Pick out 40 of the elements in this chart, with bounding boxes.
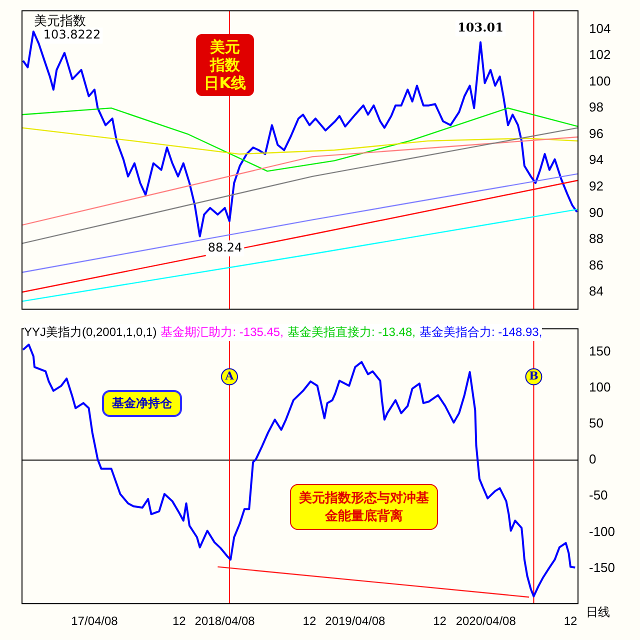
x-tick-label: 2019/04/08 [325,614,386,628]
annotation: 美元指数日K线 [196,34,254,96]
y-tick-label: 94 [589,152,604,168]
x-tick-label: 17/04/08 [71,614,118,628]
text: 日线 [586,604,610,621]
y-tick-label: -100 [589,524,616,539]
x-tick-label: 12 [564,614,578,628]
ref-line-label: B [529,370,538,383]
y-tick-label: 150 [589,343,611,358]
annotation: 基金期汇助力: -135.45, [160,324,284,341]
y-tick-label: 90 [589,204,604,220]
y-tick-label: 102 [589,47,611,62]
y-tick-label: 96 [589,126,604,141]
annotation: 103.8222 [43,28,101,42]
y-tick-label: 88 [589,231,604,246]
y-tick-label: 50 [589,416,604,431]
x-tick-label: 12 [302,614,316,628]
annotation: 88.24 [208,240,242,254]
y-tick-label: -50 [589,488,608,503]
y-tick-label: 98 [589,100,604,115]
x-tick-label: 12 [433,614,447,628]
y-tick-label: 84 [589,284,604,299]
ref-line-label: A [224,370,234,383]
x-tick-label: 2018/04/08 [194,614,256,628]
y-tick-label: -150 [589,560,616,575]
x-tick-label: 2020/04/08 [456,614,516,628]
y-tick-label: 104 [589,20,611,36]
annotation: 美元指数形态与对冲基金能量底背离 [290,484,438,530]
annotation: 基金美指直接力: -13.48, [287,324,416,341]
y-tick-label: 92 [589,178,604,194]
annotation: 基金美指合力: -148.93, [419,324,542,341]
y-tick-label: 86 [589,257,604,272]
annotation: 基金净持仓 [102,390,182,417]
chart-title: YYJ美指力(0,2001,1,0,1) [24,324,157,341]
y-tick-label: 0 [589,452,596,467]
x-tick-label: 12 [172,614,186,628]
y-tick-label: 100 [589,380,611,395]
annotation: 103.01 [458,20,504,34]
y-tick-label: 100 [589,73,611,88]
series-label: 美元指数 [34,13,86,30]
